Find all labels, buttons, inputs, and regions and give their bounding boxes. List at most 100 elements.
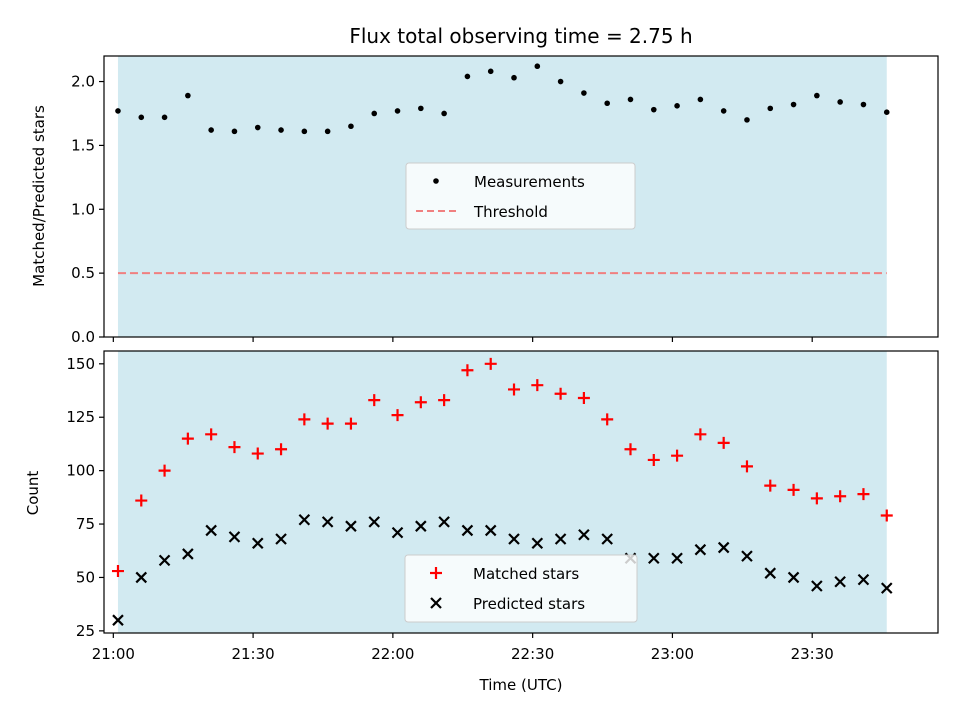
top-y-tick-label: 1.0 bbox=[71, 200, 95, 218]
predicted-star-point bbox=[764, 567, 777, 579]
bottom-matched-points bbox=[111, 357, 893, 578]
measurement-point bbox=[394, 108, 401, 114]
matched-star-point bbox=[531, 379, 544, 392]
matched-star-point bbox=[764, 479, 777, 492]
predicted-star-point bbox=[298, 513, 311, 526]
predicted-star-point bbox=[741, 550, 753, 562]
top-y-tick-label: 1.5 bbox=[71, 136, 95, 154]
measurement-point bbox=[161, 114, 168, 121]
predicted-star-point bbox=[438, 516, 450, 528]
legend-predicted-marker bbox=[430, 597, 442, 609]
measurement-point bbox=[371, 110, 378, 117]
predicted-star-point bbox=[415, 520, 427, 532]
matched-star-point bbox=[438, 394, 451, 407]
matched-star-point bbox=[671, 449, 684, 462]
measurement-point bbox=[534, 63, 541, 70]
bottom-legend: Matched stars Predicted stars bbox=[404, 554, 638, 623]
matched-star-point bbox=[111, 565, 124, 578]
measurement-point bbox=[814, 92, 820, 99]
bottom-y-tick-label: 75 bbox=[76, 515, 95, 533]
bottom-y-axis-label: Count bbox=[24, 471, 42, 516]
measurement-point bbox=[115, 108, 121, 114]
measurement-point bbox=[278, 127, 284, 133]
measurement-point bbox=[883, 109, 890, 115]
top-frame bbox=[103, 55, 939, 338]
measurement-point bbox=[324, 128, 331, 135]
measurement-point bbox=[138, 114, 145, 121]
x-tick-label: 21:30 bbox=[231, 645, 274, 663]
bottom-x-ticks: 21:00 21:30 22:00 22:30 23:00 23:30 bbox=[92, 633, 834, 663]
measurement-point bbox=[767, 105, 774, 112]
measurement-point bbox=[441, 110, 447, 117]
legend-predicted-label: Predicted stars bbox=[473, 595, 585, 613]
measurement-point bbox=[557, 78, 564, 85]
predicted-star-point bbox=[112, 614, 124, 626]
predicted-star-point bbox=[694, 543, 707, 556]
bottom-y-tick-label: 100 bbox=[66, 462, 95, 480]
measurement-point bbox=[487, 68, 494, 75]
measurement-point bbox=[348, 123, 354, 130]
bottom-frame bbox=[103, 350, 939, 634]
matched-star-point bbox=[391, 409, 404, 422]
predicted-star-point bbox=[857, 573, 870, 586]
measurement-point bbox=[301, 128, 308, 135]
matched-star-point bbox=[181, 432, 194, 445]
matched-star-point bbox=[158, 464, 171, 477]
measurement-point bbox=[185, 92, 191, 99]
matched-star-point bbox=[251, 447, 264, 460]
predicted-star-point bbox=[182, 548, 194, 560]
bottom-y-tick-label: 125 bbox=[66, 408, 95, 426]
measurement-point bbox=[837, 99, 843, 105]
measurement-point bbox=[627, 96, 634, 103]
top-y-ticks: 0.0 0.5 1.0 1.5 2.0 bbox=[71, 73, 104, 346]
matched-star-point bbox=[298, 413, 311, 426]
predicted-star-point bbox=[578, 528, 590, 541]
bottom-y-ticks: 25 50 75 100 125 150 bbox=[66, 355, 104, 640]
top-legend: Measurements Threshold bbox=[405, 162, 636, 230]
legend-matched-label: Matched stars bbox=[473, 565, 579, 583]
top-y-axis-label: Matched/Predicted stars bbox=[30, 105, 48, 287]
matched-star-point bbox=[810, 492, 823, 505]
matched-star-point bbox=[787, 483, 800, 496]
predicted-star-point bbox=[811, 580, 823, 592]
measurement-point bbox=[231, 128, 238, 135]
chart-title: Flux total observing time = 2.75 h bbox=[349, 24, 692, 48]
measurement-point bbox=[674, 103, 680, 109]
bottom-y-tick-label: 25 bbox=[76, 622, 95, 640]
matched-star-point bbox=[275, 443, 288, 456]
matched-star-point bbox=[880, 509, 893, 522]
legend-measurements-label: Measurements bbox=[474, 173, 585, 191]
top-measurement-points bbox=[115, 63, 890, 135]
matched-star-point bbox=[577, 392, 590, 404]
measurement-point bbox=[604, 100, 610, 107]
measurement-point bbox=[720, 108, 727, 114]
top-legend-box bbox=[405, 162, 636, 230]
measurement-point bbox=[418, 105, 424, 112]
measurement-point bbox=[511, 74, 517, 81]
matched-star-point bbox=[321, 417, 334, 430]
matched-star-point bbox=[834, 490, 847, 503]
predicted-star-point bbox=[834, 575, 846, 588]
measurement-point bbox=[208, 127, 214, 133]
measurement-point bbox=[254, 124, 261, 131]
predicted-star-point bbox=[531, 537, 544, 550]
predicted-star-point bbox=[228, 531, 241, 543]
matched-star-point bbox=[135, 494, 148, 507]
predicted-star-point bbox=[648, 552, 660, 565]
matched-star-point bbox=[368, 394, 381, 407]
predicted-star-point bbox=[275, 533, 287, 545]
predicted-star-point bbox=[461, 524, 474, 537]
predicted-star-point bbox=[345, 520, 357, 532]
top-panel: 0.00.51.01.52.0 Matched/Predicted stars … bbox=[30, 55, 939, 346]
measurement-point bbox=[860, 101, 867, 108]
top-y-tick-label: 2.0 bbox=[71, 73, 95, 91]
predicted-star-point bbox=[601, 533, 613, 545]
bottom-panel: 25 50 75 100 125 150 21:00 21:30 22:00 22:30 23:0… bbox=[24, 350, 939, 694]
predicted-star-point bbox=[158, 554, 171, 567]
top-x-ticks bbox=[112, 337, 813, 342]
matched-star-point bbox=[717, 436, 730, 449]
matched-star-point bbox=[624, 443, 637, 456]
legend-measurements-marker bbox=[433, 178, 439, 184]
bottom-y-tick-label: 150 bbox=[66, 355, 95, 373]
